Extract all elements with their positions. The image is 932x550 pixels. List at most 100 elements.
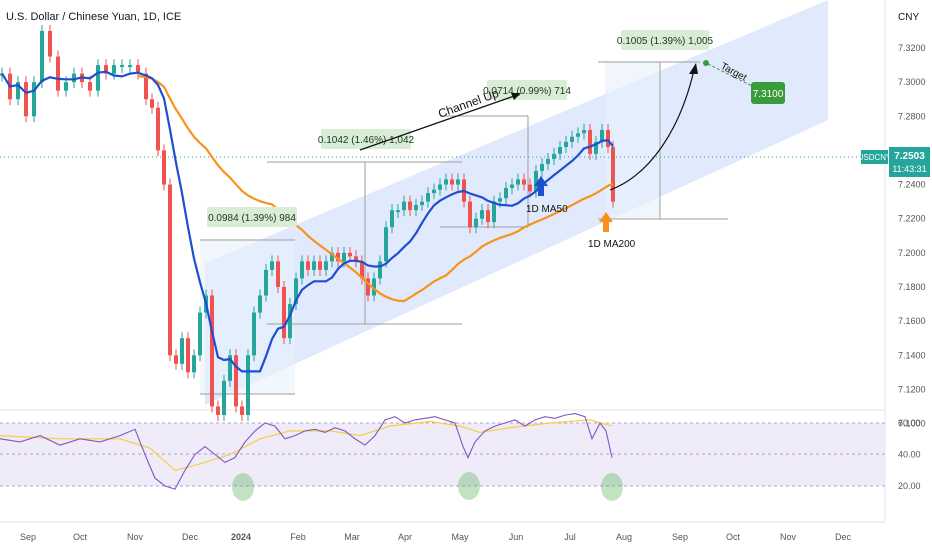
candle [192, 349, 196, 379]
channel-arrow-head [511, 93, 521, 100]
candle [306, 255, 310, 276]
candle [480, 204, 484, 225]
price-tick-label: 7.1200 [898, 384, 926, 394]
candle [222, 374, 226, 422]
annotation-box-4-text: 0.1005 (1.39%) 1,005 [617, 36, 714, 47]
time-tick-label: Sep [672, 532, 688, 542]
candle [48, 24, 52, 63]
candle [324, 255, 328, 276]
target-price-text: 7.3100 [753, 89, 784, 100]
candle [198, 306, 202, 362]
candle [510, 178, 514, 194]
price-tick-label: 7.1400 [898, 350, 926, 360]
candle [336, 246, 340, 268]
ma50-line [1, 70, 614, 373]
rsi-oversold-marker-1 [232, 473, 254, 501]
candle [402, 195, 406, 217]
candle [252, 306, 256, 362]
channel-up-band [205, 0, 828, 405]
price-tag-countdown: 11:43:31 [892, 164, 926, 174]
candle [56, 50, 60, 97]
candle [594, 135, 598, 160]
candle [360, 255, 364, 285]
candle [390, 204, 394, 234]
candle [546, 152, 550, 171]
candle [504, 181, 508, 205]
projection-arrow-head [689, 63, 698, 74]
annotation-box-2-text: 0.1042 (1.46%) 1,042 [318, 135, 415, 146]
annotation-box-3: 0.0714 (0.99%) 714 [483, 80, 571, 100]
candle [40, 24, 44, 89]
price-tick-label: 7.2000 [898, 248, 926, 258]
candle [486, 204, 490, 229]
target-price-box: 7.3100 [751, 82, 785, 104]
candle [234, 349, 238, 413]
rsi-line [0, 413, 613, 490]
projection-curve [609, 69, 695, 191]
price-tick-label: 7.3000 [898, 77, 926, 87]
time-tick-label: Nov [780, 532, 797, 542]
annotation-box-1-text: 0.0984 (1.39%) 984 [208, 213, 296, 224]
candle [270, 255, 274, 276]
candle [588, 123, 592, 160]
currency-label[interactable]: CNY [898, 12, 919, 23]
candle [294, 272, 298, 311]
candle [456, 173, 460, 191]
time-tick-label: Jun [509, 532, 524, 542]
candle [72, 67, 76, 89]
target-point [703, 60, 709, 66]
candle [606, 123, 610, 154]
candle [32, 76, 36, 123]
candle [216, 400, 220, 422]
candle [492, 195, 496, 229]
candle [168, 178, 172, 362]
time-tick-label: Apr [398, 532, 412, 542]
time-tick-label: Dec [182, 532, 199, 542]
price-tick-label: 7.2200 [898, 214, 926, 224]
candle [384, 221, 388, 268]
time-tick-label: Feb [290, 532, 306, 542]
target-connector [707, 63, 757, 89]
candle [210, 289, 214, 413]
rsi-band [0, 423, 885, 486]
candle [516, 173, 520, 191]
candle [450, 173, 454, 191]
candle [186, 332, 190, 379]
candle [144, 67, 148, 106]
candle [120, 59, 124, 74]
rsi-oversold-marker-3 [601, 473, 623, 501]
ma200-line [137, 74, 614, 303]
time-axis-ticks: Sep Oct Nov Dec 2024 Feb Mar Apr May Jun Jul Aug Sep… [20, 532, 852, 542]
candle [156, 101, 160, 157]
candle [432, 183, 436, 200]
symbol-tag-text: USDCNY [858, 153, 892, 162]
annotation-box-4: 0.1005 (1.39%) 1,005 [617, 30, 714, 50]
annotation-box-3-text: 0.0714 (0.99%) 714 [483, 86, 571, 97]
price-axis-ticks: 7.32007.30007.28007.26007.24007.22007.20… [898, 43, 926, 429]
candle [474, 212, 478, 234]
candle [174, 349, 178, 370]
ma50-label: 1D MA50 [526, 204, 568, 215]
chart-title: U.S. Dollar / Chinese Yuan, 1D, ICE [6, 11, 181, 23]
time-tick-label: Dec [835, 532, 852, 542]
candle [318, 255, 322, 276]
candle [558, 141, 562, 160]
candle [258, 289, 262, 319]
candle [128, 59, 132, 74]
candle [162, 144, 166, 191]
price-tag: 7.2503 11:43:31 [889, 147, 930, 177]
price-tick-label: 7.1600 [898, 316, 926, 326]
time-tick-label: May [451, 532, 469, 542]
time-tick-label: Sep [20, 532, 36, 542]
candle [540, 158, 544, 177]
rsi-ma-line [0, 419, 613, 471]
price-tick-label: 7.2400 [898, 180, 926, 190]
candle [522, 173, 526, 191]
price-tag-value: 7.2503 [894, 151, 925, 162]
candle [240, 400, 244, 422]
candle [426, 187, 430, 208]
candles-group [0, 24, 615, 422]
symbol-tag: USDCNY [858, 150, 892, 164]
candle [576, 127, 580, 143]
